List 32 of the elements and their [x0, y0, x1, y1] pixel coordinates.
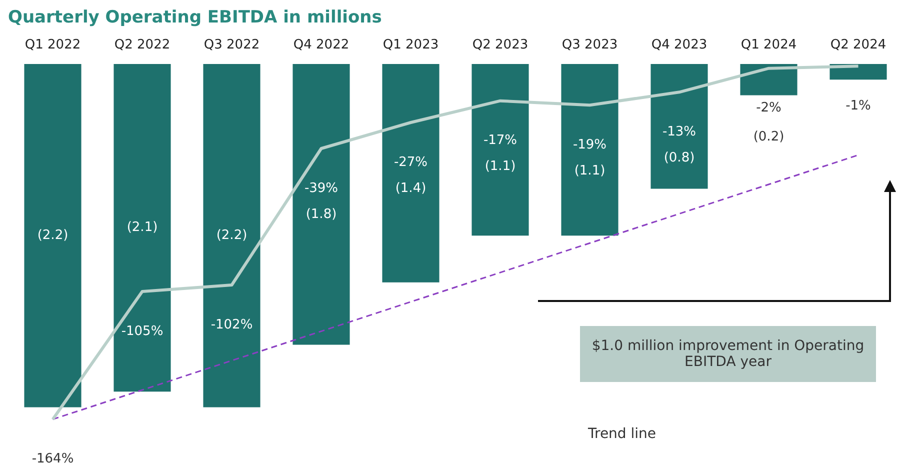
x-tick-label: Q1 2024 [740, 38, 797, 53]
x-tick-label: Q4 2023 [651, 38, 708, 53]
chart-title: Quarterly Operating EBITDA in millions [8, 8, 382, 28]
data-label: -105% [121, 324, 164, 339]
data-label: -17% [483, 133, 518, 148]
data-label: (1.4) [395, 180, 426, 196]
data-label: (0.2) [753, 130, 784, 145]
data-label: -13% [662, 124, 696, 140]
data-label: -102% [210, 317, 253, 332]
x-tick-label: Q1 2023 [382, 38, 439, 53]
text: Trend line [588, 426, 656, 442]
data-label: -39% [304, 180, 338, 196]
x-tick-label: Q2 2024 [830, 38, 886, 53]
x-tick-label: Q1 2022 [24, 38, 81, 53]
data-label: -2% [756, 100, 782, 116]
x-tick-label: Q4 2022 [293, 38, 350, 53]
x-tick-label: Q3 2023 [562, 38, 618, 53]
data-label: (0.8) [664, 150, 695, 166]
data-label: (1.8) [306, 206, 337, 222]
data-label: (1.1) [484, 159, 516, 174]
data-label: (2.2) [37, 228, 68, 243]
x-tick-label: Q2 2023 [472, 38, 528, 53]
x-tick-label: Q3 2022 [204, 38, 260, 53]
data-label: -1% [846, 98, 871, 114]
data-label: -27% [394, 154, 428, 170]
data-label: -164% [32, 452, 74, 464]
data-label: -19% [572, 138, 607, 153]
x-tick-label: Q2 2022 [114, 38, 170, 53]
data-label: (2.1) [126, 220, 158, 236]
annotation: $1.0 million improvement in Operating EBITDA year [580, 326, 876, 382]
data-label: (1.1) [574, 164, 606, 179]
data-label: (2.2) [216, 228, 248, 243]
